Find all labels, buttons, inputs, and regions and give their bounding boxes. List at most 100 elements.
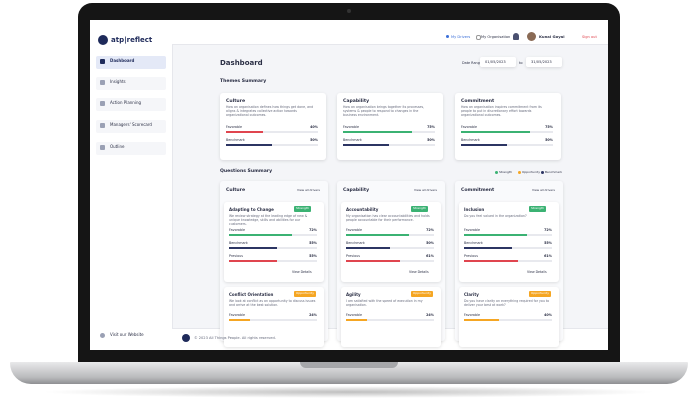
metric-value: 50% [310, 138, 318, 142]
bar-track [229, 234, 317, 236]
metric-value: 40% [310, 125, 318, 129]
metric-label: Benchmark [229, 241, 248, 245]
legend-label: Strength [499, 169, 512, 174]
camera [347, 9, 351, 13]
metric-value: 72% [309, 228, 317, 232]
bar [346, 234, 410, 236]
theme-desc: How an organisation brings together its … [343, 105, 425, 117]
bar [226, 131, 263, 133]
question-title: Inclusion [464, 207, 485, 212]
bar-track [343, 144, 435, 146]
metric-label: Previous [346, 254, 360, 258]
metric-label: Previous [229, 254, 243, 258]
metric-label: Favorable [229, 313, 245, 317]
bar [343, 131, 412, 133]
metric-value: 55% [309, 254, 317, 258]
question-card: Conflict Orientation Opportunity We look a… [224, 287, 324, 347]
view-details[interactable]: View Details [409, 270, 429, 274]
nav-icon [100, 101, 105, 106]
theme-name: Capability [343, 99, 370, 104]
tag: Strength [529, 206, 546, 212]
question-desc: I am satisfied with the speed of executi… [346, 299, 423, 307]
view-details[interactable]: View Details [527, 270, 547, 274]
theme-card: Culture How an organisation defines how t… [220, 93, 326, 160]
bell [513, 33, 519, 40]
metric-value: 24% [426, 313, 434, 317]
my-org[interactable]: My Organisation [481, 35, 511, 39]
legend-dot [495, 171, 498, 174]
bar [461, 131, 530, 133]
legend-dot [541, 171, 544, 174]
question-card: Inclusion Strength Do you feel valued in t… [459, 202, 559, 282]
date-sep: to [519, 61, 523, 65]
theme-desc: How an organisation inspires commitment … [461, 105, 542, 117]
question-card: Clarity Opportunity Do you have clarity on… [459, 287, 559, 347]
view-all[interactable]: View all drivers [414, 188, 437, 192]
bar-track [226, 131, 318, 133]
page-title: Dashboard [220, 59, 263, 67]
metric-value: 50% [427, 138, 435, 142]
view-all[interactable]: View all drivers [297, 188, 320, 192]
theme-card: Capability How an organisation brings tog… [337, 93, 443, 160]
my-drivers[interactable]: My Drivers [451, 35, 471, 39]
laptop-base [10, 362, 688, 384]
view-details[interactable]: View Details [292, 270, 312, 274]
bar [346, 247, 390, 249]
question-card: Agility Opportunity I am satisfied with th… [341, 287, 441, 347]
column-name: Commitment [461, 188, 495, 193]
user-name[interactable]: Kunal Goyal [539, 34, 565, 39]
view-all[interactable]: View all drivers [532, 188, 555, 192]
bar-track [346, 247, 434, 249]
visit-icon [100, 333, 105, 338]
bar-track [346, 319, 434, 321]
question-title: Agility [346, 292, 361, 297]
bar-track [464, 234, 552, 236]
date-to-box[interactable] [526, 57, 562, 67]
nav-item[interactable]: Managers' Scorecard [110, 122, 152, 127]
bar-track [226, 144, 318, 146]
topbar [172, 20, 608, 45]
bar [226, 144, 272, 146]
metric-label: Favorable [461, 125, 477, 129]
nav-item[interactable]: Insights [110, 79, 126, 84]
logo-icon [98, 35, 108, 45]
metric-value: 75% [427, 125, 435, 129]
column-name: Culture [226, 188, 246, 193]
tag: Opportunity [411, 291, 434, 297]
bar [464, 234, 528, 236]
nav-item[interactable]: Action Planning [110, 100, 142, 105]
nav-bg [96, 120, 166, 133]
metric-value: 72% [544, 228, 552, 232]
question-desc: Do you have clarity on everything requir… [464, 299, 550, 307]
visit-link[interactable]: Visit our Website [110, 332, 144, 337]
bar-track [229, 247, 317, 249]
metric-label: Benchmark [461, 138, 480, 142]
bar-track [343, 131, 435, 133]
nav-item[interactable]: Outline [110, 144, 125, 149]
metric-value: 55% [544, 241, 552, 245]
date-from: 01/05/2023 [485, 60, 506, 64]
bar [464, 319, 500, 321]
metric-label: Favorable [464, 313, 480, 317]
bar [343, 144, 389, 146]
avatar [527, 32, 536, 41]
sign-out[interactable]: Sign out [582, 35, 597, 39]
nav-icon [100, 80, 105, 85]
question-title: Clarity [464, 292, 479, 297]
sidebar [90, 20, 173, 350]
bar-track [461, 131, 553, 133]
nav-active [96, 56, 166, 69]
date-from-box[interactable] [480, 57, 516, 67]
bar [346, 319, 368, 321]
question-column: Capability View all drivers Accountability… [337, 181, 445, 347]
legend-label: Benchmark [545, 169, 563, 174]
radio [446, 35, 449, 38]
nav-bg [96, 142, 166, 155]
nav-icon [100, 145, 105, 150]
question-column: Commitment View all drivers Inclusion Stren… [455, 181, 563, 347]
nav-item[interactable]: Dashboard [110, 58, 135, 63]
date-label: Date Range [462, 61, 482, 65]
metric-label: Favorable [464, 228, 480, 232]
bar [461, 144, 507, 146]
bar [346, 260, 400, 262]
